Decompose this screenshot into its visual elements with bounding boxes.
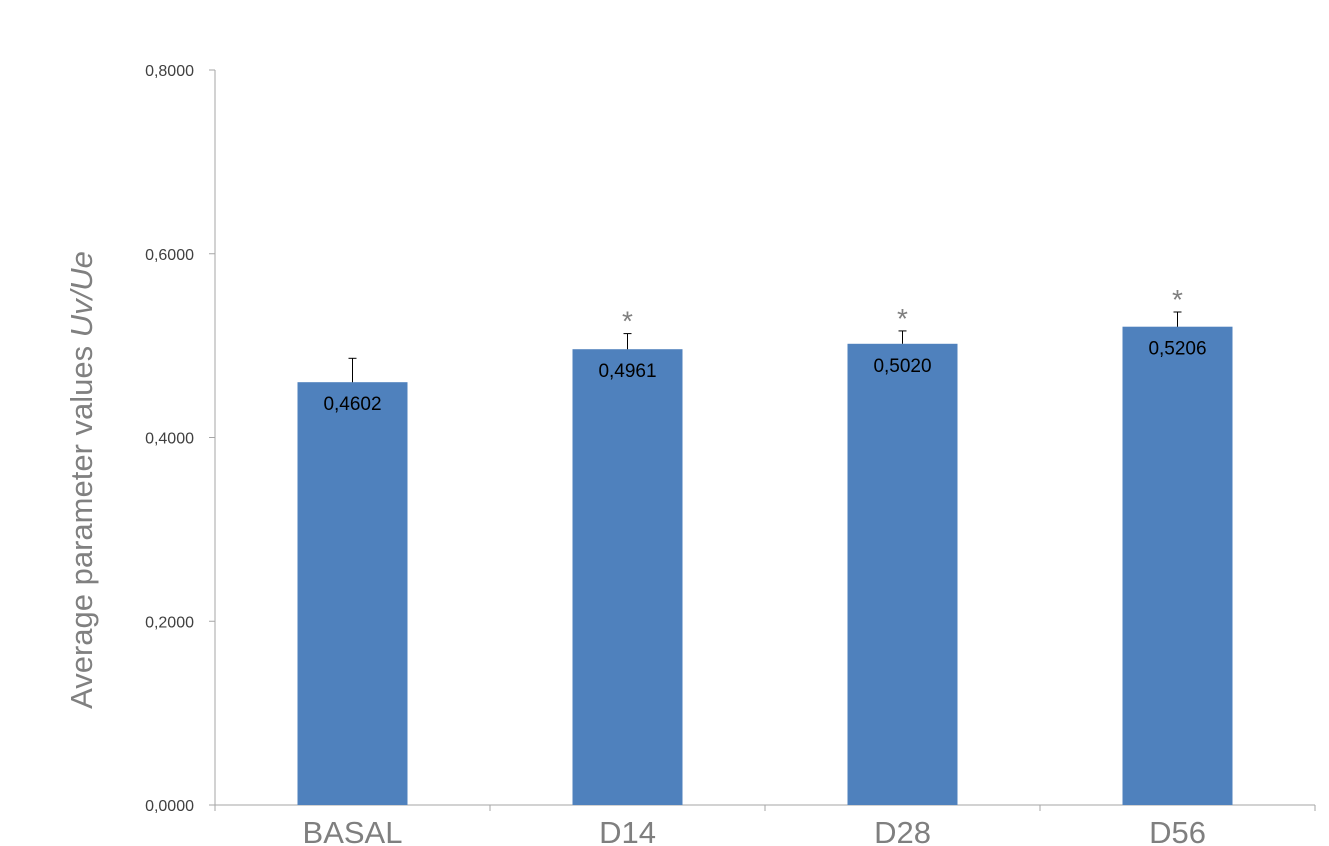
- data-label: 0,4602: [323, 394, 381, 415]
- data-label: 0,5206: [1148, 339, 1206, 360]
- x-tick-label: D28: [874, 815, 931, 846]
- data-label: 0,4961: [598, 361, 656, 382]
- error-bars: [348, 311, 1182, 383]
- significance-marker: *: [622, 306, 633, 337]
- y-tick-label: 0,8000: [145, 63, 194, 80]
- significance-marker: *: [897, 303, 908, 334]
- data-labels: 0,4602 BASAL * 0,4961 D14 * 0,5020 D28 * 0,5206 D5…: [303, 284, 1207, 846]
- x-tick-label: D56: [1149, 815, 1206, 846]
- x-tick-label: BASAL: [303, 815, 403, 846]
- bars: [297, 326, 1233, 805]
- bar-d28: [847, 343, 958, 805]
- bar-d14: [572, 349, 683, 805]
- y-tick-label: 0,2000: [145, 614, 194, 631]
- x-tick-label: D14: [599, 815, 656, 846]
- significance-marker: *: [1172, 284, 1183, 315]
- y-tick-label: 0,0000: [145, 798, 194, 815]
- y-tick-label: 0,6000: [145, 247, 194, 264]
- bar-d56: [1122, 326, 1233, 805]
- data-label: 0,5020: [873, 356, 931, 377]
- y-axis-label: Average parameter values Uv/Ue: [64, 251, 99, 709]
- y-tick-label: 0,4000: [145, 431, 194, 448]
- bar-basal: [297, 382, 408, 805]
